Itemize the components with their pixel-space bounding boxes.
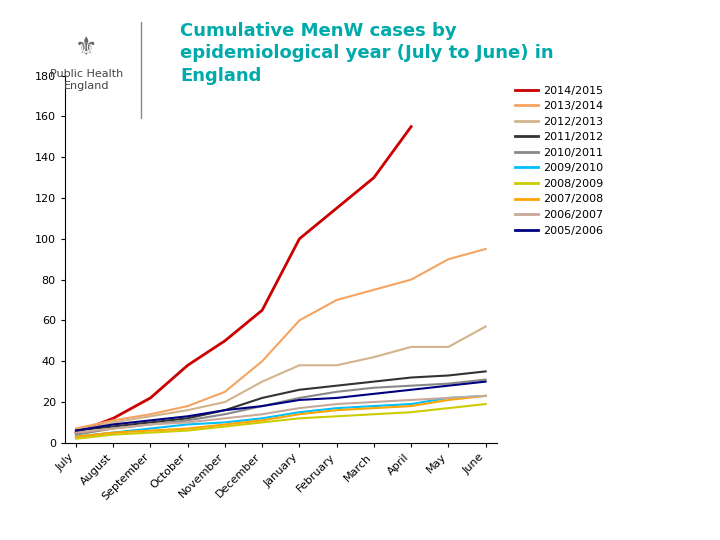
Legend: 2014/2015, 2013/2014, 2012/2013, 2011/2012, 2010/2011, 2009/2010, 2008/2009, 200: 2014/2015, 2013/2014, 2012/2013, 2011/20… [511, 81, 608, 240]
Text: ⚜: ⚜ [75, 36, 98, 60]
Text: Cumulative MenW cases by
epidemiological year (July to June) in
England: Cumulative MenW cases by epidemiological… [180, 22, 554, 85]
Text: 65: 65 [14, 514, 34, 529]
Text: Public Health
England: Public Health England [50, 69, 123, 91]
